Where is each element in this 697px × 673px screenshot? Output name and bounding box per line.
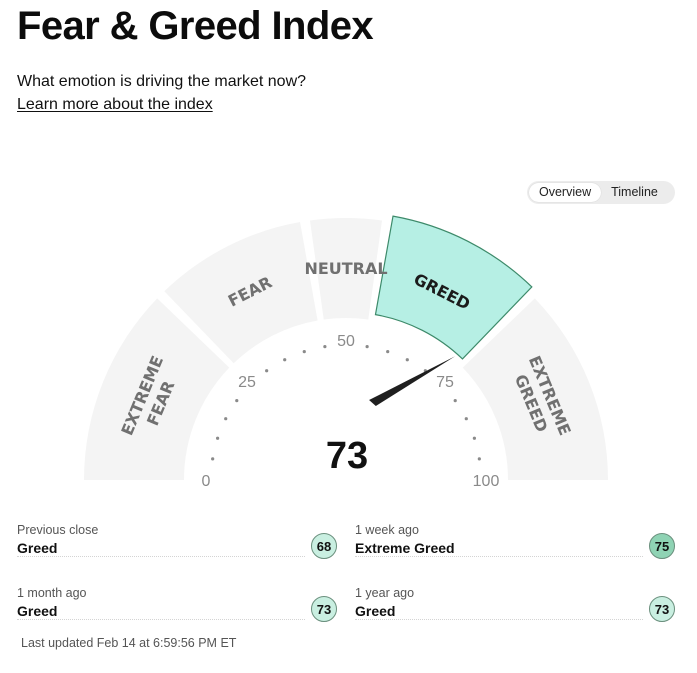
gauge-score: 73 (326, 435, 368, 477)
tick-dot (302, 350, 306, 354)
tick-dot (216, 436, 220, 440)
gauge-segment-extreme-greed (462, 298, 608, 480)
tick-label-0: 0 (202, 473, 211, 490)
stat-rating: Extreme Greed (355, 540, 455, 556)
gauge-segments (84, 215, 608, 480)
one-week-ago-stat: 1 week ago Extreme Greed 75 (355, 523, 675, 569)
gauge-segment-extreme-fear (84, 298, 230, 480)
one-year-ago-stat: 1 year ago Greed 73 (355, 586, 675, 632)
timeline-tab[interactable]: Timeline (611, 185, 658, 199)
gauge-needle: 73 (291, 356, 456, 500)
tick-dot (472, 436, 476, 440)
dotted-divider (355, 619, 643, 620)
page-title: Fear & Greed Index (17, 4, 374, 48)
stat-score-badge: 73 (649, 596, 675, 622)
overview-tab[interactable]: Overview (529, 183, 602, 202)
learn-more-link[interactable]: Learn more about the index (17, 96, 213, 113)
one-month-ago-stat: 1 month ago Greed 73 (17, 586, 337, 632)
page-subtitle: What emotion is driving the market now? (17, 73, 307, 90)
dotted-divider (17, 619, 305, 620)
tick-dot (464, 417, 468, 421)
tick-dot (211, 457, 215, 461)
stat-label: Previous close (17, 523, 99, 537)
stat-score-badge: 68 (311, 533, 337, 559)
tick-dot (453, 399, 457, 403)
stat-rating: Greed (355, 603, 396, 619)
stat-label: 1 month ago (17, 586, 87, 600)
stat-score-badge: 75 (649, 533, 675, 559)
tick-dot (365, 345, 369, 349)
tick-dot (386, 350, 390, 354)
gauge-segment-greed (374, 215, 533, 360)
last-updated-text: Last updated Feb 14 at 6:59:56 PM ET (21, 636, 237, 650)
tick-label-75: 75 (436, 374, 454, 391)
tick-dot (477, 457, 481, 461)
view-toggle: Overview Timeline (527, 181, 675, 204)
previous-close-stat: Previous close Greed 68 (17, 523, 337, 569)
gauge-segment-neutral (309, 218, 383, 320)
tick-dot (283, 358, 287, 362)
stat-label: 1 week ago (355, 523, 419, 537)
stat-rating: Greed (17, 540, 58, 556)
needle-pointer (369, 356, 456, 406)
gauge-tick-dots (211, 345, 481, 461)
tick-dot (235, 399, 239, 403)
dotted-divider (17, 556, 305, 557)
gauge-center-disc (291, 403, 401, 500)
tick-label-25: 25 (238, 374, 256, 391)
dotted-divider (355, 556, 643, 557)
tick-label-100: 100 (473, 473, 500, 490)
gauge-tick-labels: 0 25 50 75 100 (202, 333, 500, 490)
tick-dot (323, 345, 327, 349)
tick-label-50: 50 (337, 333, 355, 350)
stat-label: 1 year ago (355, 586, 415, 600)
gauge-segment-label: NEUTRAL (304, 259, 387, 278)
gauge-segment-fear (164, 222, 318, 364)
tick-dot (265, 369, 269, 373)
tick-dot (224, 417, 228, 421)
stat-rating: Greed (17, 603, 58, 619)
fear-greed-gauge: EXTREMEFEARFEARNEUTRALGREEDEXTREMEGREED … (84, 215, 608, 500)
tick-dot (405, 358, 409, 362)
stat-score-badge: 73 (311, 596, 337, 622)
